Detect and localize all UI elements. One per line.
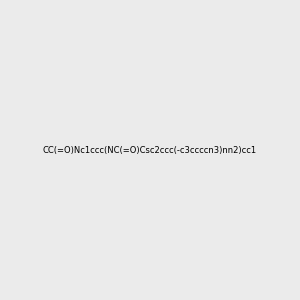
Text: CC(=O)Nc1ccc(NC(=O)Csc2ccc(-c3ccccn3)nn2)cc1: CC(=O)Nc1ccc(NC(=O)Csc2ccc(-c3ccccn3)nn2… (43, 146, 257, 154)
